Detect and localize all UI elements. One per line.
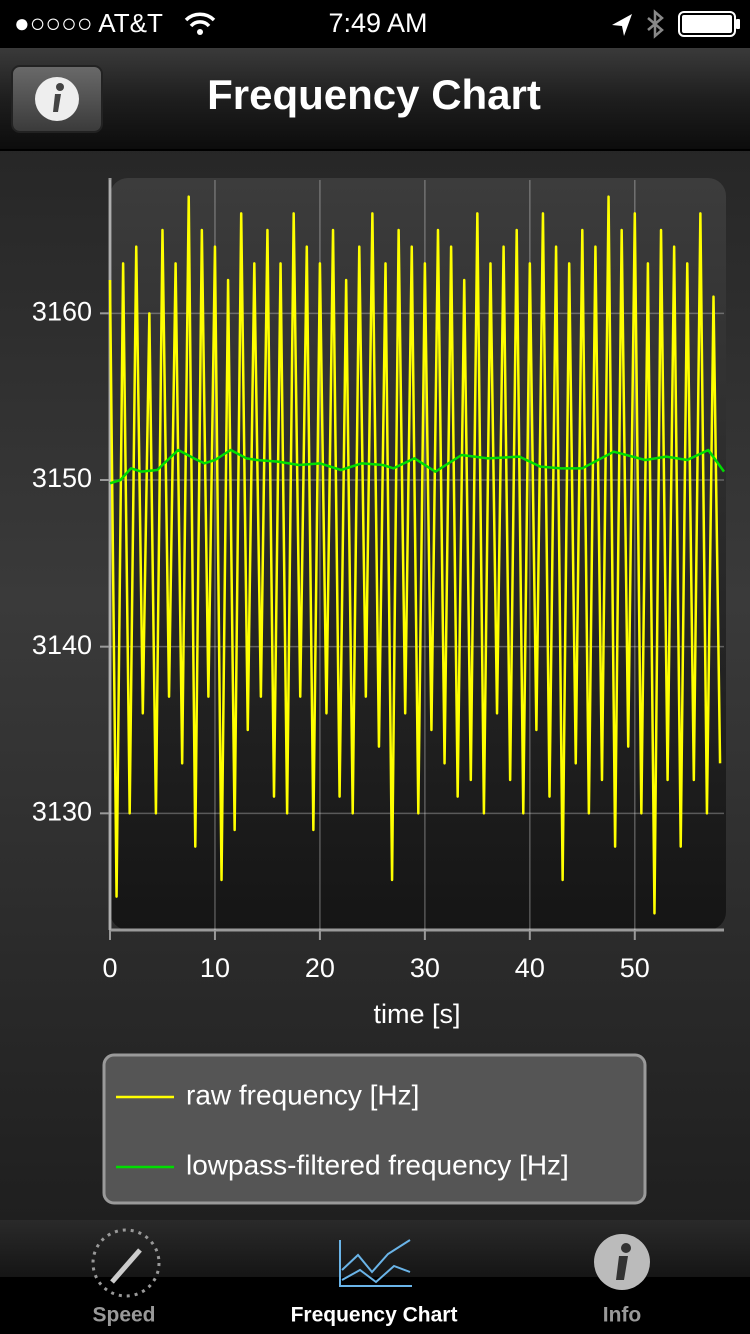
info-tab-dot <box>621 1243 631 1253</box>
x-tick-label: 10 <box>200 953 230 983</box>
plot: 3130 3140 3150 3160 0 10 20 30 40 50 time [s] <box>32 178 726 1029</box>
series-line <box>108 195 722 915</box>
info-tab-stem <box>616 1256 628 1280</box>
nav-bar <box>0 48 750 150</box>
tab-label[interactable]: Info <box>603 1304 641 1327</box>
carrier: ●○○○○ AT&T <box>14 8 163 38</box>
speed-icon <box>91 1228 161 1298</box>
series-line <box>109 448 726 485</box>
wifi-icon <box>184 12 216 28</box>
x-tick-label: 0 <box>102 953 117 983</box>
wifi-icon-dot <box>197 29 203 35</box>
nav-title: Frequency Chart <box>207 71 541 118</box>
battery-level <box>682 15 732 33</box>
legend-label: lowpass-filtered frequency [Hz] <box>186 1149 569 1180</box>
chart-icon-lines <box>341 1239 411 1284</box>
y-tick-label: 3160 <box>32 296 92 326</box>
plot-area <box>110 178 726 930</box>
battery-icon <box>678 11 736 37</box>
info-button[interactable] <box>11 65 103 133</box>
legend: raw frequency [Hz] lowpass-filtered frequ… <box>116 1079 569 1180</box>
x-tick-label: 20 <box>305 953 335 983</box>
tab-label[interactable]: Frequency Chart <box>291 1304 458 1327</box>
x-tick-label: 50 <box>620 953 650 983</box>
tab-label[interactable]: Speed <box>92 1304 155 1327</box>
x-tick-label: 30 <box>410 953 440 983</box>
battery-tip <box>736 19 740 29</box>
legend-label: raw frequency [Hz] <box>186 1079 419 1110</box>
chart-icon-axes <box>339 1240 412 1287</box>
chart-icon <box>339 1239 412 1287</box>
speed-needle <box>110 1248 142 1284</box>
info-icon-dot[interactable] <box>56 83 64 91</box>
x-tick-label: 40 <box>515 953 545 983</box>
y-tick-label: 3150 <box>32 463 92 493</box>
tabs: Speed Frequency Chart Info <box>92 1304 641 1327</box>
location-icon <box>612 14 632 36</box>
y-tick-label: 3130 <box>32 796 92 826</box>
x-axis-label: time [s] <box>373 999 460 1029</box>
clock: 7:49 AM <box>328 8 427 38</box>
info-tab-icon <box>594 1234 650 1290</box>
legend-box <box>102 1053 647 1205</box>
info-icon-stem[interactable] <box>53 94 61 112</box>
y-tick-label: 3140 <box>32 630 92 660</box>
speed-dial <box>91 1228 161 1298</box>
bluetooth-icon <box>647 9 664 39</box>
